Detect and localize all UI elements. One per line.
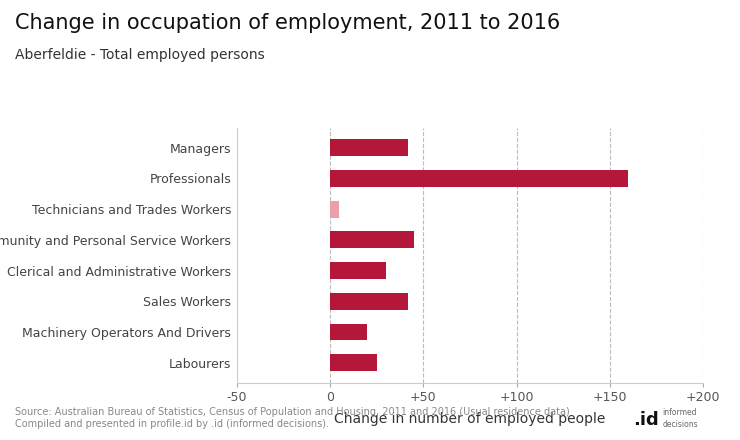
Bar <box>330 323 367 341</box>
Text: Aberfeldie - Total employed persons: Aberfeldie - Total employed persons <box>15 48 265 62</box>
Text: informed
decisions: informed decisions <box>662 408 698 429</box>
Bar <box>330 354 377 371</box>
Text: .id: .id <box>633 411 659 429</box>
Bar <box>330 262 386 279</box>
Bar <box>330 170 628 187</box>
Bar <box>330 139 408 156</box>
Bar <box>330 293 408 310</box>
Text: Source: Australian Bureau of Statistics, Census of Population and Housing, 2011 : Source: Australian Bureau of Statistics,… <box>15 407 570 429</box>
Bar <box>330 231 414 248</box>
X-axis label: Change in number of employed people: Change in number of employed people <box>334 412 605 426</box>
Text: Change in occupation of employment, 2011 to 2016: Change in occupation of employment, 2011… <box>15 13 560 33</box>
Bar <box>330 201 340 217</box>
